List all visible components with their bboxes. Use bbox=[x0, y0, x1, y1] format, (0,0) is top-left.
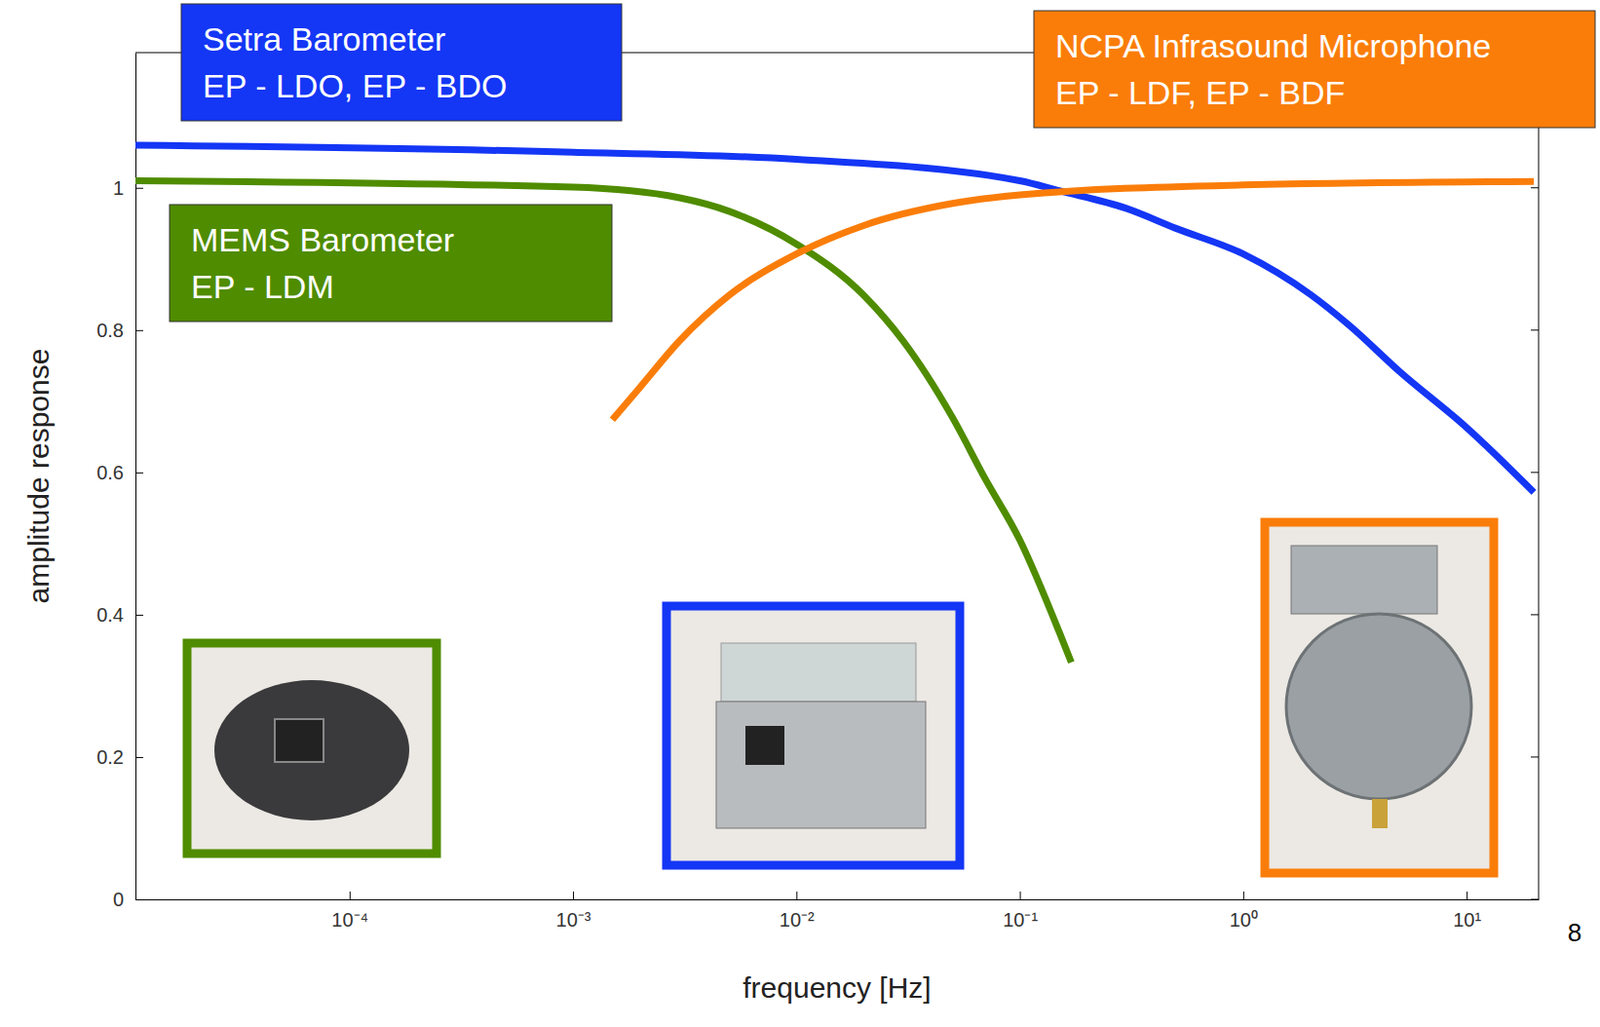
series-name: MEMS Barometer bbox=[190, 221, 455, 259]
photo-shape bbox=[1286, 613, 1472, 800]
y-tick-label: 0.6 bbox=[96, 461, 124, 484]
series-label-box: MEMS Barometer EP - LDM bbox=[169, 204, 612, 322]
label-box-bg bbox=[169, 204, 612, 322]
series-line bbox=[135, 145, 1534, 493]
y-tick-mark bbox=[135, 188, 144, 190]
y-tick-label: 0.8 bbox=[96, 319, 124, 342]
x-tick-mark bbox=[1020, 891, 1022, 900]
photo-shape bbox=[1371, 799, 1388, 829]
x-tick-mark bbox=[1243, 891, 1245, 900]
photo-shape bbox=[214, 680, 410, 821]
series-name: Setra Barometer bbox=[202, 20, 446, 58]
x-tick-mark bbox=[572, 891, 574, 900]
series-label-box: Setra Barometer EP - LDO, EP - BDO bbox=[181, 3, 622, 121]
x-tick: 10¹ bbox=[1452, 891, 1482, 931]
y-tick: 0.6 bbox=[96, 461, 144, 484]
x-tick-label: 10⁻¹ bbox=[1002, 909, 1038, 931]
x-tick-label: 10⁰ bbox=[1229, 909, 1258, 931]
x-tick-mark bbox=[796, 891, 798, 900]
y-tick-mark bbox=[135, 614, 144, 616]
y-tick: 0.8 bbox=[96, 319, 144, 342]
x-tick-label: 10⁻² bbox=[779, 909, 815, 931]
x-tick-label: 10¹ bbox=[1452, 909, 1482, 931]
series-codes: EP - LDF, EP - BDF bbox=[1055, 74, 1345, 112]
x-tick: 10⁻² bbox=[779, 891, 815, 931]
y-tick-mark bbox=[135, 472, 144, 474]
y-tick-mark-right bbox=[1530, 329, 1539, 331]
y-tick: 0.2 bbox=[96, 746, 144, 768]
photo-shape bbox=[721, 643, 916, 702]
device-photo bbox=[666, 606, 960, 866]
y-tick-mark-right bbox=[1530, 613, 1539, 615]
series-codes: EP - LDO, EP - BDO bbox=[202, 67, 507, 105]
y-tick: 0.4 bbox=[96, 604, 144, 626]
photo-shape bbox=[745, 725, 785, 765]
x-tick: 10⁰ bbox=[1229, 891, 1258, 931]
y-tick-label: 0.4 bbox=[96, 604, 124, 626]
plot-lines bbox=[135, 145, 1534, 663]
y-tick-mark-right bbox=[1530, 756, 1539, 758]
page-number: 8 bbox=[1567, 917, 1582, 948]
x-tick: 10⁻⁴ bbox=[331, 891, 369, 931]
photo-bg bbox=[1264, 522, 1494, 874]
y-tick-mark-right bbox=[1530, 187, 1539, 189]
y-tick-mark bbox=[135, 899, 144, 901]
x-tick-label: 10⁻³ bbox=[556, 909, 592, 931]
device-photo bbox=[1264, 522, 1494, 874]
x-tick-mark bbox=[1466, 891, 1468, 900]
x-tick-mark bbox=[349, 891, 351, 900]
chart: 10⁻⁴ 10⁻³ 10⁻² 10⁻¹ 10⁰ 10¹ 0 0.2 0.4 0.6 0.8 1 freq… bbox=[0, 0, 1600, 1027]
y-tick-label: 0 bbox=[113, 888, 124, 911]
y-tick-mark-right bbox=[1530, 471, 1539, 473]
x-tick: 10⁻¹ bbox=[1002, 891, 1038, 931]
series-codes: EP - LDM bbox=[190, 267, 335, 305]
device-photo bbox=[187, 643, 437, 854]
photo-shape bbox=[1291, 545, 1438, 614]
series-label-box: NCPA Infrasound Microphone EP - LDF, EP -… bbox=[1033, 10, 1596, 128]
x-axis-line bbox=[136, 899, 1540, 901]
y-tick-mark-right bbox=[1530, 899, 1539, 901]
x-axis-title: frequency [Hz] bbox=[742, 971, 931, 1004]
frame-right bbox=[1538, 52, 1540, 900]
label-box-bg bbox=[1033, 10, 1596, 128]
y-tick: 0 bbox=[113, 888, 144, 911]
y-tick-mark bbox=[135, 330, 144, 332]
series-line bbox=[135, 180, 1071, 662]
series-name: NCPA Infrasound Microphone bbox=[1055, 27, 1491, 65]
y-tick-label: 0.2 bbox=[96, 746, 124, 768]
y-tick-mark bbox=[135, 757, 144, 759]
label-box-bg bbox=[181, 3, 622, 121]
x-axis: 10⁻⁴ 10⁻³ 10⁻² 10⁻¹ 10⁰ 10¹ bbox=[136, 891, 1540, 931]
x-tick: 10⁻³ bbox=[556, 891, 592, 931]
series-line bbox=[611, 181, 1534, 420]
y-axis-title: amplitude response bbox=[22, 348, 55, 605]
photo-bg bbox=[187, 643, 437, 854]
photo-bg bbox=[666, 606, 960, 866]
y-tick-label: 1 bbox=[113, 177, 124, 199]
x-tick-label: 10⁻⁴ bbox=[331, 909, 369, 931]
photo-shape bbox=[274, 719, 324, 762]
photo-shape bbox=[716, 701, 926, 829]
